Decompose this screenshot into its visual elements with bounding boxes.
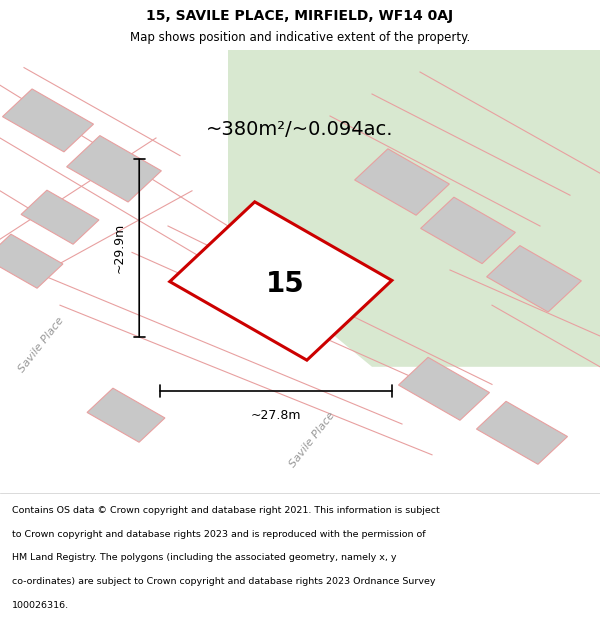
Polygon shape	[67, 136, 161, 202]
Polygon shape	[398, 357, 490, 420]
Text: Savile Place: Savile Place	[287, 410, 337, 469]
Text: 100026316.: 100026316.	[12, 601, 69, 610]
Polygon shape	[206, 221, 322, 302]
Polygon shape	[87, 388, 165, 442]
Text: Map shows position and indicative extent of the property.: Map shows position and indicative extent…	[130, 31, 470, 44]
Polygon shape	[487, 246, 581, 312]
Polygon shape	[421, 198, 515, 264]
Text: 15: 15	[266, 270, 304, 298]
Polygon shape	[2, 89, 94, 152]
Text: 15, SAVILE PLACE, MIRFIELD, WF14 0AJ: 15, SAVILE PLACE, MIRFIELD, WF14 0AJ	[146, 9, 454, 23]
Text: ~27.8m: ~27.8m	[251, 409, 301, 422]
Text: ~380m²/~0.094ac.: ~380m²/~0.094ac.	[206, 120, 394, 139]
Polygon shape	[170, 202, 392, 360]
Polygon shape	[21, 190, 99, 244]
Text: to Crown copyright and database rights 2023 and is reproduced with the permissio: to Crown copyright and database rights 2…	[12, 530, 425, 539]
Text: HM Land Registry. The polygons (including the associated geometry, namely x, y: HM Land Registry. The polygons (includin…	[12, 554, 397, 562]
Text: Savile Place: Savile Place	[16, 316, 65, 374]
Polygon shape	[355, 149, 449, 215]
Polygon shape	[228, 50, 600, 367]
Text: co-ordinates) are subject to Crown copyright and database rights 2023 Ordnance S: co-ordinates) are subject to Crown copyr…	[12, 577, 436, 586]
Text: ~29.9m: ~29.9m	[113, 223, 126, 273]
Polygon shape	[476, 401, 568, 464]
Text: Contains OS data © Crown copyright and database right 2021. This information is : Contains OS data © Crown copyright and d…	[12, 506, 440, 515]
Polygon shape	[0, 234, 63, 288]
